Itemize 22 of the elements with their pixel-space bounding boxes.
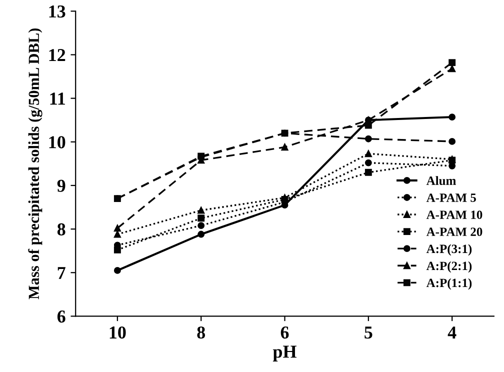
legend-label: A:P(3:1)	[426, 244, 472, 256]
x-tick-label: 5	[364, 326, 372, 339]
y-tick-label: 10	[49, 136, 66, 148]
x-tick-label: 4	[448, 326, 456, 338]
legend-label: A-PAM 20	[426, 228, 482, 236]
x-tick-label: 8	[197, 326, 206, 339]
x-tick-label: 6	[280, 326, 289, 339]
legend-label: A:P(2:1)	[426, 261, 472, 273]
y-tick-label: 9	[57, 180, 66, 192]
legend-label: A:P(1:1)	[426, 278, 472, 290]
legend-label: A-PAM 5	[426, 194, 476, 202]
y-tick-label: 13	[49, 5, 66, 18]
x-tick-label: 10	[110, 326, 126, 339]
legend-label: A-PAM 10	[426, 210, 482, 220]
y-axis-title: Mass of precipitated solids (g/50mL DBL)	[28, 28, 42, 300]
legend-label: Alum	[426, 176, 456, 185]
y-tick-label: 11	[50, 92, 65, 105]
y-tick-label: 12	[49, 49, 66, 61]
y-tick-label: 7	[58, 267, 66, 279]
x-axis-title: pH	[272, 346, 297, 362]
y-tick-label: 6	[57, 310, 66, 323]
y-tick-label: 8	[57, 223, 66, 236]
